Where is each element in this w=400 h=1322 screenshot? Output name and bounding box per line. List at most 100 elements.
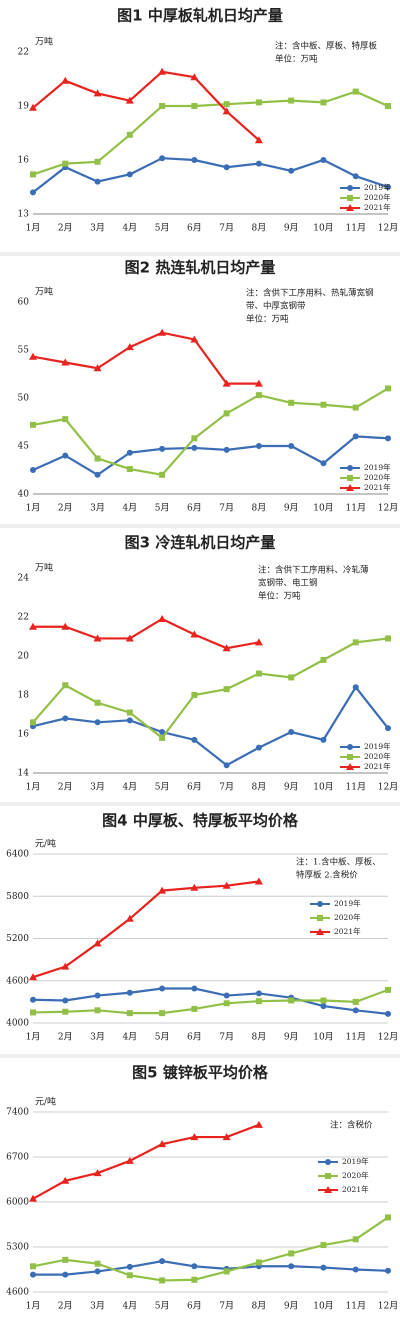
- y-tick-label: 45: [18, 442, 30, 452]
- chart-title: 图2 热连轧机日均产量: [125, 259, 276, 277]
- y-tick-label: 19: [18, 102, 30, 112]
- series-line: [32, 880, 260, 979]
- x-tick-label: 7月: [219, 1301, 234, 1312]
- x-tick-label: 3月: [90, 1301, 105, 1312]
- point: [61, 962, 70, 970]
- point: [288, 674, 295, 681]
- legend-label: 2021年: [364, 761, 391, 771]
- series-line: [33, 617, 260, 650]
- x-tick-label: 6月: [187, 782, 202, 793]
- point: [29, 103, 37, 111]
- x-tick-label: 11月: [346, 223, 366, 234]
- point: [254, 877, 263, 885]
- y-axis-unit: 万吨: [35, 562, 53, 574]
- note: 注：含税价: [330, 1120, 373, 1131]
- x-tick-label: 10月: [313, 503, 333, 514]
- point: [62, 1271, 69, 1278]
- series-line: [32, 157, 389, 194]
- point: [126, 1010, 133, 1017]
- y-tick-label: 16: [18, 156, 30, 166]
- point: [126, 717, 133, 724]
- x-tick-label: 1月: [26, 782, 41, 793]
- x-tick-label: 4月: [122, 1301, 137, 1312]
- legend-marker: [346, 204, 354, 211]
- note: 单位：万吨: [275, 54, 318, 65]
- legend-marker: [316, 928, 324, 935]
- point: [30, 189, 36, 196]
- x-tick-label: 4月: [122, 223, 137, 234]
- point: [288, 97, 295, 104]
- point: [223, 446, 230, 453]
- y-tick-label: 4600: [6, 976, 29, 986]
- x-tick-label: 10月: [313, 1032, 333, 1043]
- point: [222, 1133, 231, 1141]
- y-tick-label: 5800: [6, 892, 29, 902]
- point: [159, 729, 166, 736]
- legend-marker: [347, 475, 353, 481]
- point: [159, 1258, 166, 1265]
- x-tick-label: 9月: [284, 223, 299, 234]
- point: [320, 1242, 327, 1249]
- x-tick-label: 12月: [378, 223, 398, 234]
- x-tick-label: 12月: [378, 503, 398, 514]
- y-tick-label: 6000: [6, 1198, 29, 1208]
- legend-marker: [346, 763, 354, 770]
- point: [126, 1272, 133, 1279]
- x-tick-label: 6月: [187, 1301, 202, 1312]
- point: [288, 167, 295, 174]
- legend-label: 2021年: [342, 1184, 369, 1194]
- point: [254, 379, 263, 387]
- y-tick-label: 5200: [6, 934, 29, 944]
- series-line: [32, 988, 389, 1015]
- point: [62, 997, 69, 1004]
- point: [385, 1267, 391, 1274]
- x-tick-label: 5月: [155, 503, 170, 514]
- x-tick-label: 12月: [378, 1301, 398, 1312]
- x-tick-label: 9月: [284, 1301, 299, 1312]
- legend-label: 2020年: [364, 472, 391, 482]
- point: [159, 734, 166, 741]
- point: [30, 1271, 36, 1278]
- point: [255, 744, 262, 751]
- point: [126, 709, 133, 716]
- series-line: [32, 1216, 389, 1282]
- point: [320, 656, 327, 663]
- point: [126, 171, 133, 178]
- point: [62, 715, 69, 722]
- point: [93, 939, 102, 947]
- legend-marker: [347, 754, 353, 760]
- point: [191, 1276, 198, 1283]
- y-axis-unit: 元/吨: [35, 838, 56, 850]
- point: [125, 1156, 134, 1164]
- series-line: [32, 387, 389, 476]
- x-tick-label: 8月: [252, 1032, 267, 1043]
- separator: [0, 252, 400, 256]
- x-tick-label: 10月: [313, 223, 333, 234]
- point: [223, 762, 230, 769]
- point: [94, 719, 101, 726]
- x-tick-label: 12月: [378, 1032, 398, 1043]
- x-tick-label: 6月: [187, 223, 202, 234]
- x-tick-label: 8月: [252, 1301, 267, 1312]
- series-line: [32, 1123, 260, 1200]
- point: [320, 157, 327, 163]
- point: [158, 67, 167, 75]
- point: [385, 725, 391, 732]
- point: [190, 1133, 199, 1141]
- chart-title: 图4 中厚板、特厚板平均价格: [102, 812, 299, 830]
- x-tick-label: 2月: [58, 782, 73, 793]
- point: [255, 392, 262, 399]
- x-tick-label: 4月: [122, 503, 137, 514]
- y-tick-label: 5300: [6, 1243, 29, 1253]
- y-tick-label: 13: [18, 210, 30, 220]
- point: [352, 684, 359, 691]
- legend-label: 2019年: [364, 741, 391, 751]
- note: 注：含供下工序用料、热轧薄宽钢: [246, 288, 374, 299]
- point: [190, 335, 199, 343]
- point: [190, 883, 199, 891]
- x-tick-label: 3月: [90, 503, 105, 514]
- x-tick-label: 7月: [219, 503, 234, 514]
- point: [62, 1008, 69, 1015]
- point: [191, 736, 198, 743]
